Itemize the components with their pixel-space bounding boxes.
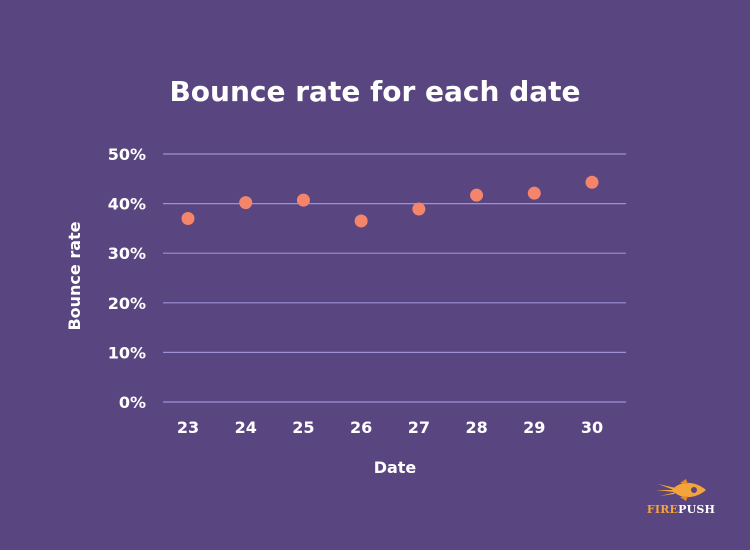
rocket-icon <box>656 479 706 501</box>
x-tick-label: 24 <box>235 418 257 437</box>
data-points <box>181 175 599 228</box>
data-point <box>470 188 484 202</box>
x-tick-label: 28 <box>465 418 487 437</box>
y-tick-label: 10% <box>108 343 146 362</box>
x-tick-label: 29 <box>523 418 545 437</box>
firepush-logo: FIREPUSH <box>646 474 716 524</box>
y-tick-label: 0% <box>119 393 146 412</box>
data-point <box>527 186 541 200</box>
y-tick-label: 40% <box>108 195 146 214</box>
x-tick-label: 25 <box>292 418 314 437</box>
data-point <box>239 196 253 210</box>
gridlines <box>163 153 626 403</box>
y-tick-label: 50% <box>108 145 146 164</box>
x-axis-label: Date <box>374 458 417 477</box>
x-tick-label: 23 <box>177 418 199 437</box>
data-point <box>296 193 310 207</box>
data-point <box>354 214 368 228</box>
brand-name: FIREPUSH <box>646 503 716 516</box>
data-point <box>412 202 426 216</box>
y-axis-ticks: 0% 10% 20% 30% 40% 50% <box>108 145 146 412</box>
data-point <box>181 211 195 225</box>
brand-name-fire: FIRE <box>646 503 679 516</box>
y-tick-label: 30% <box>108 244 146 263</box>
x-axis-ticks: 23 24 25 26 27 28 29 30 <box>177 418 603 437</box>
data-point <box>585 175 599 189</box>
x-tick-label: 27 <box>408 418 430 437</box>
y-axis-label: Bounce rate <box>65 221 84 330</box>
chart-title: Bounce rate for each date <box>169 75 580 108</box>
x-tick-label: 26 <box>350 418 372 437</box>
brand-name-push: PUSH <box>678 503 716 516</box>
y-tick-label: 20% <box>108 294 146 313</box>
x-tick-label: 30 <box>581 418 603 437</box>
